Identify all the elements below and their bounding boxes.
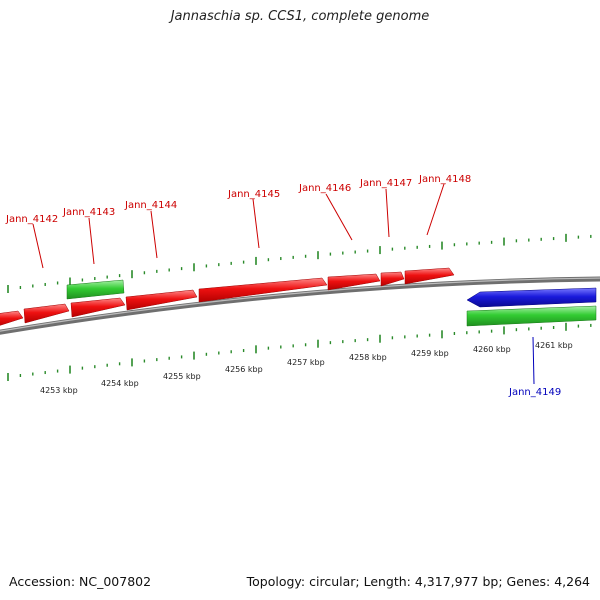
lower-tick-ruler	[7, 322, 592, 381]
kbp-tick-label: 4254 kbp	[101, 379, 139, 388]
kbp-tick-label: 4257 kbp	[287, 358, 325, 367]
kbp-tick-label: 4258 kbp	[349, 353, 387, 362]
gene-arrow-forward	[327, 273, 381, 291]
gene-label: Jann_4144	[124, 200, 177, 211]
gene-label: Jann_4143	[62, 207, 115, 218]
kbp-tick-label: 4256 kbp	[225, 365, 263, 374]
genome-backbone	[0, 276, 600, 335]
gene-labels: Jann_4142 Jann_4143 Jann_4144 Jann_4145 …	[5, 174, 561, 398]
genome-stats-text: Topology: circular; Length: 4,317,977 bp…	[246, 574, 590, 589]
leader-line	[426, 183, 445, 236]
kbp-scale-labels: 4253 kbp 4254 kbp 4255 kbp 4256 kbp 4257…	[40, 341, 573, 395]
accession-text: Accession: NC_007802	[9, 574, 152, 589]
leader-line	[88, 217, 95, 265]
kbp-tick-label: 4259 kbp	[411, 349, 449, 358]
gene-arrow-forward	[380, 271, 405, 287]
leader-line	[385, 188, 390, 238]
gene-arrow-forward	[23, 303, 70, 324]
leader-line	[532, 336, 535, 385]
gene-arrow-forward	[198, 277, 328, 303]
gene-label: Jann_4147	[359, 178, 412, 189]
gene-arrow-reverse	[466, 287, 597, 308]
rna-genes	[66, 279, 597, 327]
gene-arrow-forward	[0, 310, 24, 326]
gene-label: Jann_4148	[418, 174, 471, 185]
kbp-tick-label: 4253 kbp	[40, 386, 78, 395]
gene-arrow-forward	[404, 267, 455, 285]
upper-tick-ruler	[7, 233, 592, 293]
leader-line	[150, 210, 158, 259]
rna-gene-block	[466, 305, 597, 327]
gene-label: Jann_4149	[508, 387, 561, 398]
leader-line	[325, 193, 353, 241]
kbp-tick-label: 4261 kbp	[535, 341, 573, 350]
map-title: Jannaschia sp. CCS1, complete genome	[170, 9, 430, 24]
gene-arrow-forward	[125, 289, 198, 311]
gene-label: Jann_4145	[227, 189, 280, 200]
gene-leader-lines	[32, 183, 535, 385]
gene-label: Jann_4142	[5, 214, 58, 225]
genome-backbone-highlight	[0, 277, 600, 332]
gene-label: Jann_4146	[298, 183, 351, 194]
leader-line	[252, 198, 260, 249]
gene-arrow-forward	[70, 297, 126, 318]
kbp-tick-label: 4255 kbp	[163, 372, 201, 381]
forward-genes	[0, 267, 455, 326]
rna-gene-block	[66, 279, 125, 300]
leader-line	[32, 223, 44, 269]
kbp-tick-label: 4260 kbp	[473, 345, 511, 354]
